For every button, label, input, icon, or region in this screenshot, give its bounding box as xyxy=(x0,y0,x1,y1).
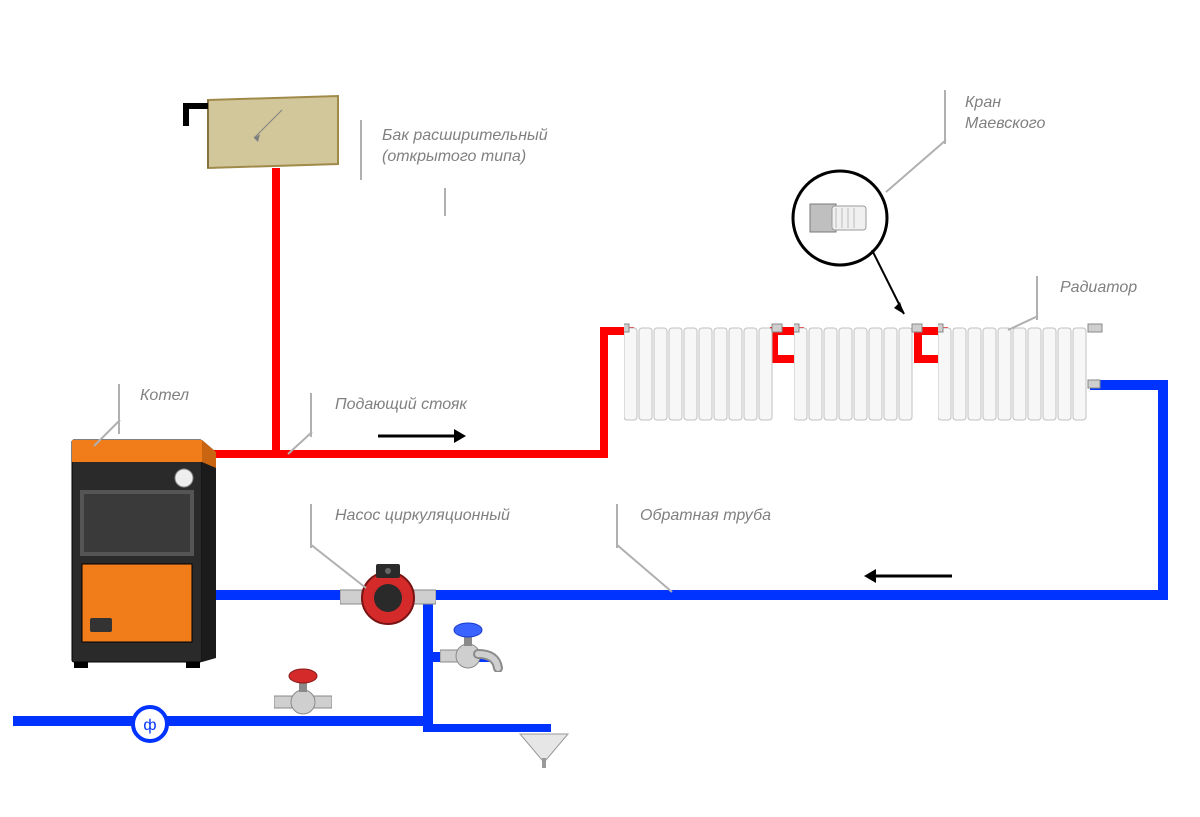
ball-valve-blue xyxy=(440,620,510,672)
leader-line xyxy=(286,432,320,458)
label-valve: Кран Маевского xyxy=(965,93,1045,135)
leader-line xyxy=(310,393,312,437)
leader-line xyxy=(884,140,950,196)
expansion-tank xyxy=(178,92,348,176)
radiator xyxy=(624,322,784,426)
pipe-cold xyxy=(1158,380,1168,598)
leader-line xyxy=(616,504,618,548)
label-radiator: Радиатор xyxy=(1060,278,1137,299)
leader-line xyxy=(92,420,142,450)
leader-line xyxy=(616,544,676,596)
flow-arrow-right-icon xyxy=(376,426,468,446)
label-supply: Подающий стояк xyxy=(335,395,467,416)
pipe-hot xyxy=(272,168,280,458)
pipe-hot xyxy=(600,327,608,458)
leader-line xyxy=(310,544,370,592)
label-tank: Бак расширительный (открытого типа) xyxy=(382,126,548,168)
drain-funnel-icon xyxy=(516,730,572,770)
boiler xyxy=(60,428,220,678)
flow-arrow-left-icon xyxy=(862,566,954,586)
phi-gauge-icon: ф xyxy=(131,705,169,743)
ball-valve-red xyxy=(274,668,332,716)
svg-text:ф: ф xyxy=(143,717,156,734)
leader-line xyxy=(310,504,312,548)
heating-diagram: ф Бак расширительный (открытого типа) Ко… xyxy=(0,0,1200,817)
pipe-hot xyxy=(272,450,608,458)
radiator xyxy=(938,322,1106,426)
leader-line xyxy=(1036,276,1038,320)
label-boiler: Котел xyxy=(140,386,189,407)
radiator xyxy=(794,322,928,426)
leader-line xyxy=(360,120,362,180)
pipe-cold xyxy=(13,716,431,726)
leader-line xyxy=(944,90,946,144)
label-return: Обратная труба xyxy=(640,506,771,527)
label-pump: Насос циркуляционный xyxy=(335,506,510,527)
leader-line xyxy=(1006,316,1042,334)
leader-line xyxy=(444,188,446,216)
